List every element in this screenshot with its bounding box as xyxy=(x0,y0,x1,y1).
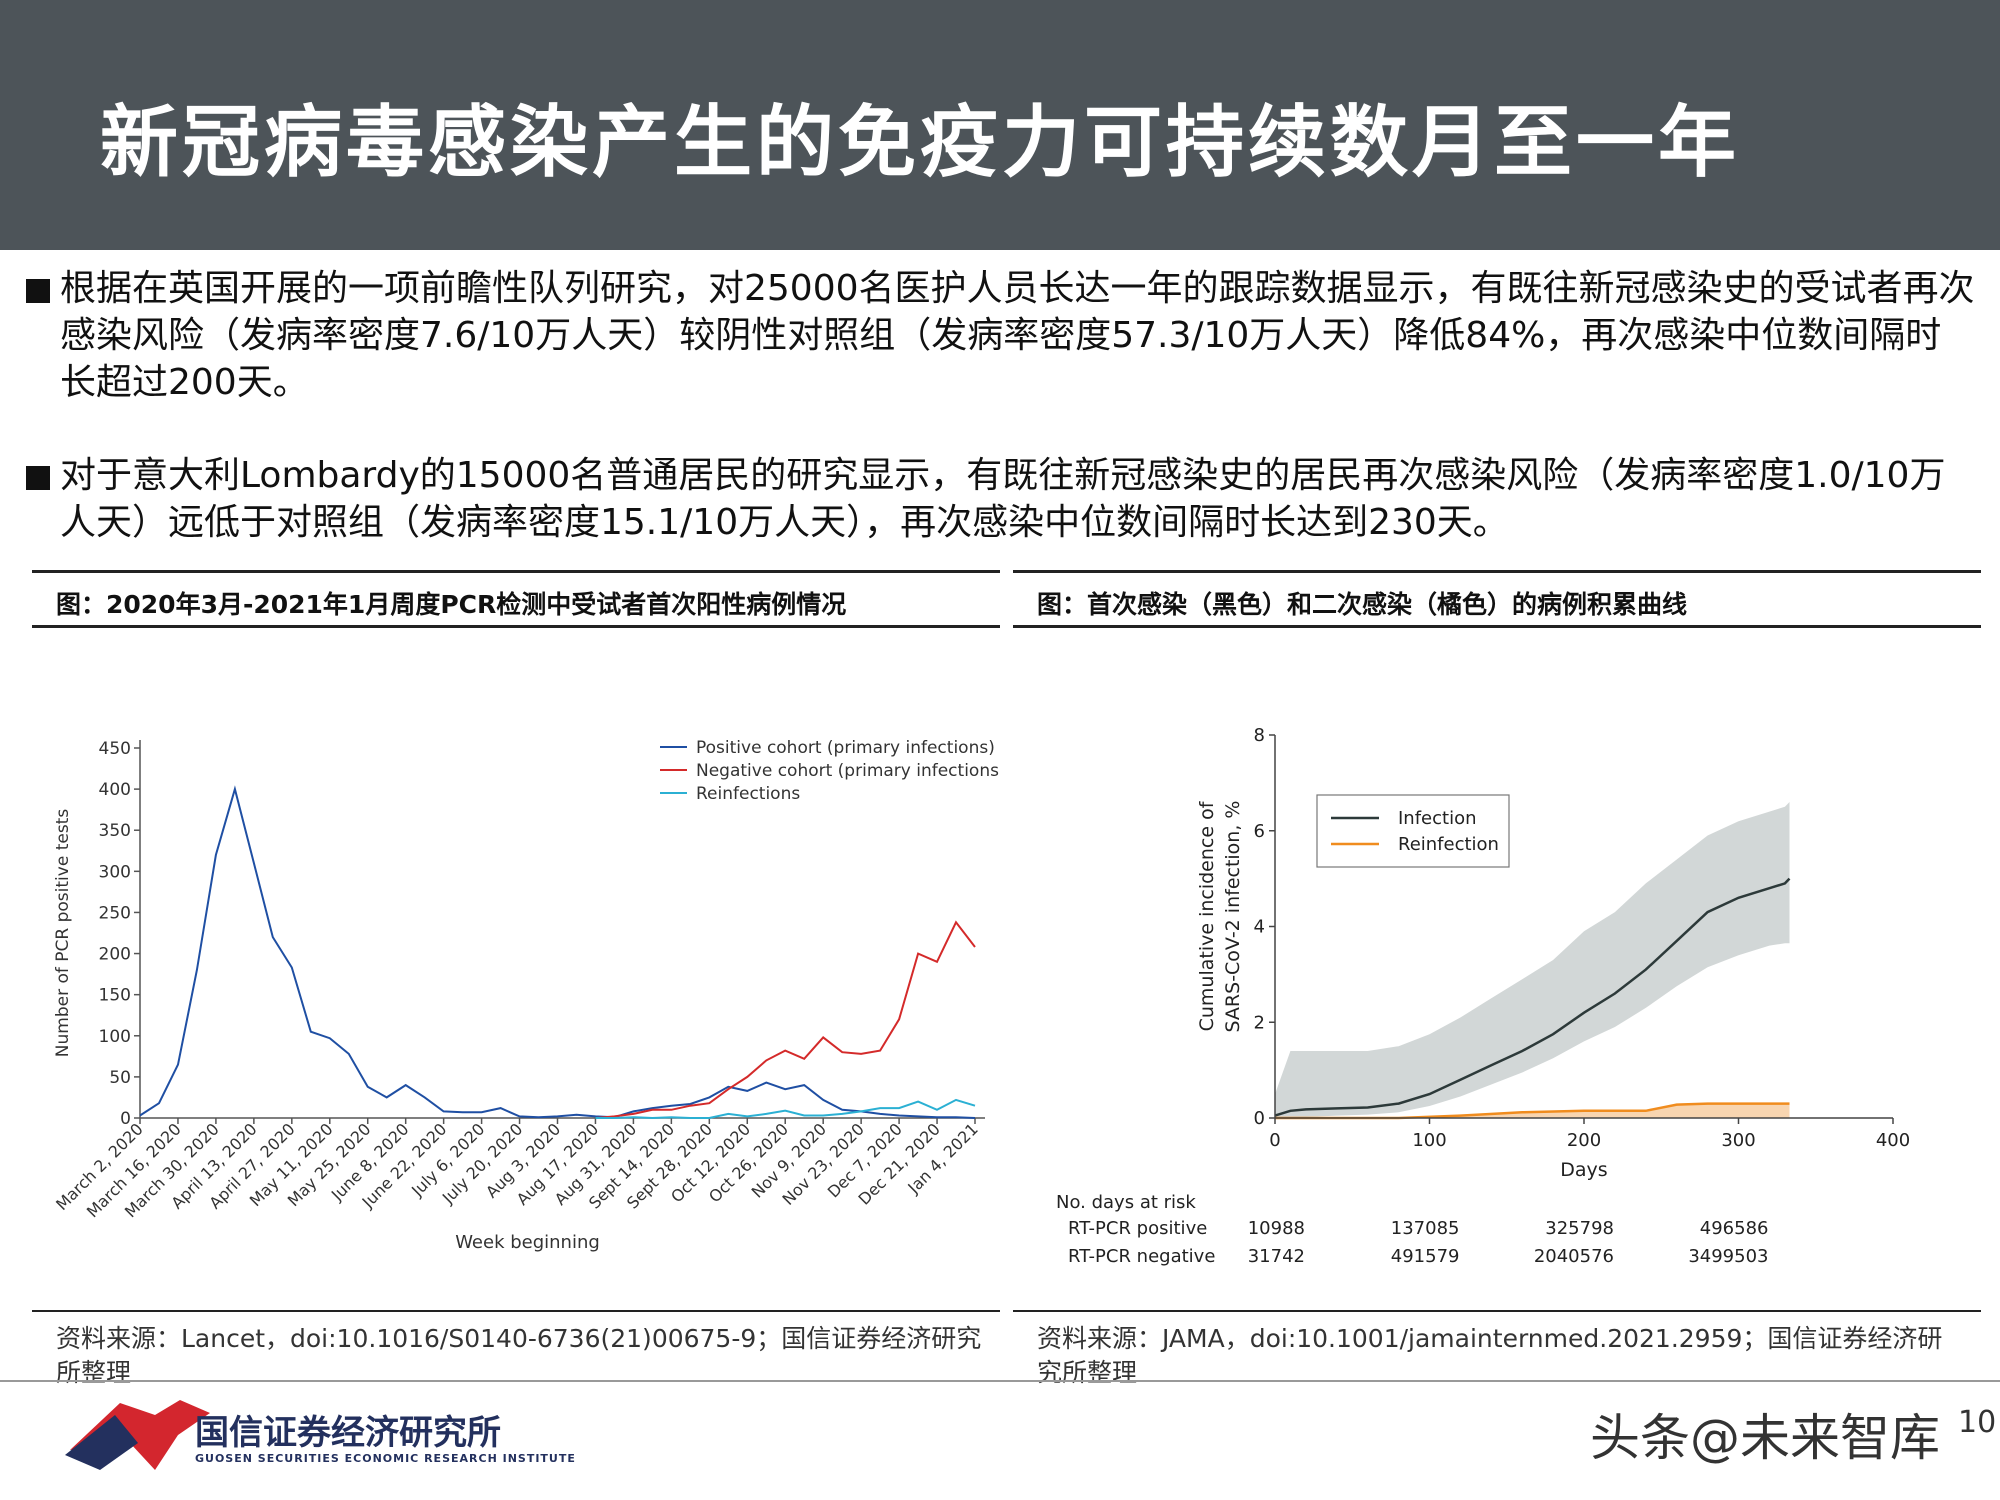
y-tick-label: 450 xyxy=(99,739,131,759)
bullet-text-1: 根据在英国开展的一项前瞻性队列研究，对25000名医护人员长达一年的跟踪数据显示… xyxy=(60,268,1975,403)
right-caption-top-rule xyxy=(1013,570,1981,573)
y-tick-label: 200 xyxy=(99,945,131,965)
left-caption-bottom-rule xyxy=(32,625,1000,628)
x-tick-label: 200 xyxy=(1567,1130,1601,1151)
x-tick-label: 400 xyxy=(1876,1130,1910,1151)
y-tick-label: 0 xyxy=(120,1109,131,1129)
risk-table-value: 10988 xyxy=(1248,1218,1305,1239)
infection-confidence-band xyxy=(1275,802,1790,1118)
negative-cohort-line xyxy=(595,920,976,1119)
y-axis-label-line-0: Cumulative incidence of xyxy=(1196,800,1218,1031)
y-tick-label: 100 xyxy=(99,1027,131,1047)
y-tick-label: 350 xyxy=(99,821,131,841)
legend-label-infection: Infection xyxy=(1398,808,1477,829)
left-caption-top-rule xyxy=(32,570,1000,573)
left-source-note: 资料来源：Lancet，doi:10.1016/S0140-6736(21)00… xyxy=(56,1324,982,1387)
left-chart-caption: 图：2020年3月-2021年1月周度PCR检测中受试者首次阳性病例情况 xyxy=(56,590,847,619)
risk-table-value: 3499503 xyxy=(1688,1246,1768,1267)
y-axis-label: Number of PCR positive tests xyxy=(53,809,73,1058)
guosen-logo-icon xyxy=(65,1400,210,1470)
y-tick-label: 250 xyxy=(99,903,131,923)
right-source-rule xyxy=(1013,1310,1981,1312)
risk-table-value: 491579 xyxy=(1391,1246,1460,1267)
right-source-note: 资料来源：JAMA，doi:10.1001/jamainternmed.2021… xyxy=(1037,1324,1943,1387)
y-tick-label: 50 xyxy=(109,1068,131,1088)
legend-label-reinfection: Reinfection xyxy=(1398,834,1499,855)
legend-box xyxy=(1316,794,1510,868)
reinfection-confidence-band xyxy=(1275,1103,1790,1118)
bullet-point-1: 根据在英国开展的一项前瞻性队列研究，对25000名医护人员长达一年的跟踪数据显示… xyxy=(26,265,1976,406)
page-title: 新冠病毒感染产生的免疫力可持续数月至一年 xyxy=(100,97,1741,188)
page-number: 10 xyxy=(1958,1405,1997,1440)
risk-table-value: 325798 xyxy=(1545,1218,1614,1239)
risk-table-value: 496586 xyxy=(1700,1218,1769,1239)
footer-logo-subtitle: GUOSEN SECURITIES ECONOMIC RESEARCH INST… xyxy=(195,1452,576,1465)
x-tick-label: 100 xyxy=(1412,1130,1446,1151)
x-axis-label: Week beginning xyxy=(455,1232,600,1253)
y-axis-label-line-1: SARS-CoV-2 infection, % xyxy=(1222,801,1244,1033)
positive-cohort-line xyxy=(139,785,976,1119)
y-tick-label: 6 xyxy=(1254,821,1265,842)
bullet-point-2: 对于意大利Lombardy的15000名普通居民的研究显示，有既往新冠感染史的居… xyxy=(26,452,1976,546)
risk-table-row-label: RT-PCR negative xyxy=(1068,1246,1215,1267)
risk-table-value: 2040576 xyxy=(1534,1246,1614,1267)
left-source-rule xyxy=(32,1310,1000,1312)
y-tick-label: 2 xyxy=(1254,1012,1265,1033)
risk-table-row-label: RT-PCR positive xyxy=(1068,1218,1207,1239)
reinfections-line xyxy=(595,1098,976,1120)
legend-label-1: Negative cohort (primary infections) xyxy=(696,761,1000,781)
y-tick-label: 4 xyxy=(1254,917,1265,938)
right-chart-caption: 图：首次感染（黑色）和二次感染（橘色）的病例积累曲线 xyxy=(1037,590,1688,619)
y-tick-label: 0 xyxy=(1254,1108,1265,1129)
right-caption-bottom-rule xyxy=(1013,625,1981,628)
y-tick-label: 8 xyxy=(1254,725,1265,746)
risk-table-value: 137085 xyxy=(1391,1218,1460,1239)
x-tick-label: 0 xyxy=(1269,1130,1280,1151)
y-tick-label: 150 xyxy=(99,986,131,1006)
risk-table-value: 31742 xyxy=(1248,1246,1305,1267)
watermark-text: 头条@未来智库 xyxy=(1590,1409,1940,1467)
infection-line xyxy=(1274,877,1791,1117)
x-axis-label: Days xyxy=(1560,1159,1607,1181)
cumulative-incidence-chart: 0 2 4 6 8 0 100 200 300 400 Days Cumulative inciden… xyxy=(1056,725,1910,1267)
y-tick-label: 400 xyxy=(99,780,131,800)
legend-label-0: Positive cohort (primary infections) xyxy=(696,738,995,758)
footer-rule xyxy=(0,1380,2000,1382)
title-banner: 新冠病毒感染产生的免疫力可持续数月至一年 xyxy=(0,0,2000,250)
reinfection-line xyxy=(1275,1102,1790,1120)
bullet-square-icon xyxy=(26,466,50,490)
bullet-square-icon xyxy=(26,279,50,303)
footer-logo-name: 国信证券经济研究所 xyxy=(195,1413,501,1453)
y-tick-label: 300 xyxy=(99,862,131,882)
x-tick-label: 300 xyxy=(1721,1130,1755,1151)
bullet-text-2: 对于意大利Lombardy的15000名普通居民的研究显示，有既往新冠感染史的居… xyxy=(60,455,1946,543)
legend-label-2: Reinfections xyxy=(696,784,800,804)
risk-table-header: No. days at risk xyxy=(1056,1192,1196,1213)
